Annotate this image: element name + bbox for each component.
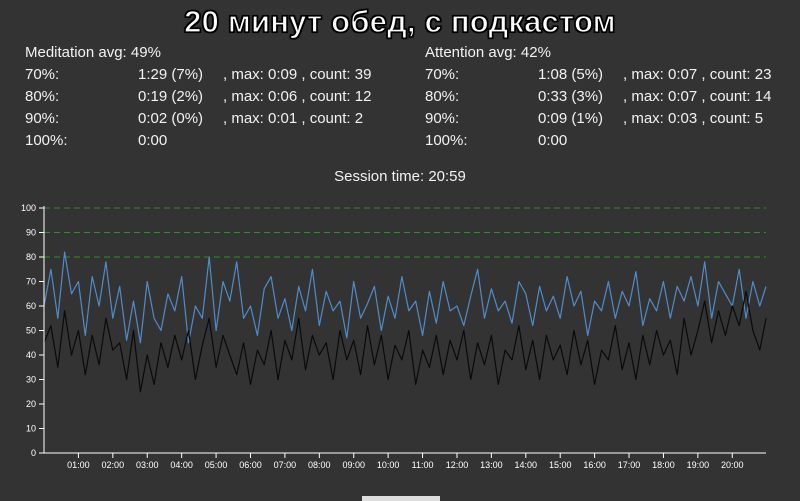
row-label: 80%: (25, 88, 60, 105)
x-tick-label: 15:00 (549, 460, 572, 470)
row-label: 90%: (25, 110, 60, 127)
y-tick-label: 20 (26, 399, 36, 409)
y-tick-label: 80 (26, 252, 36, 262)
row-time: 1:08 (5%) (538, 66, 604, 83)
row-time: 0:33 (3%) (538, 88, 604, 105)
x-tick-label: 20:00 (721, 460, 744, 470)
row-label: 100%: (25, 132, 68, 149)
row-time: 0:00 (138, 132, 168, 149)
series-line (43, 251, 767, 344)
row-extra: , max: 0:07 , count: 14 (623, 88, 772, 105)
session-time: Session time: 20:59 (334, 168, 466, 185)
attention-avg: Attention avg: 42% (425, 44, 551, 61)
x-tick-label: 04:00 (170, 460, 193, 470)
bottom-tab[interactable] (362, 496, 440, 501)
y-tick-label: 70 (26, 277, 36, 287)
row-extra: , max: 0:06 , count: 12 (223, 88, 372, 105)
y-tick-label: 100 (21, 203, 36, 213)
x-tick-label: 02:00 (102, 460, 125, 470)
row-time: 0:00 (538, 132, 568, 149)
x-tick-label: 11:00 (412, 460, 434, 470)
y-tick-label: 40 (26, 350, 36, 360)
y-tick-label: 50 (26, 326, 36, 336)
row-label: 70%: (25, 66, 60, 83)
x-tick-label: 07:00 (274, 460, 297, 470)
row-label: 90%: (425, 110, 460, 127)
x-tick-label: 16:00 (583, 460, 606, 470)
session-chart: 0 10 20 30 40 50 60 70 80 90 100 01:00 02:00 03:00 04:… (21, 203, 767, 470)
x-tick-label: 19:00 (687, 460, 710, 470)
y-tick-label: 30 (26, 375, 36, 385)
row-time: 0:02 (0%) (138, 110, 204, 127)
x-tick-label: 03:00 (136, 460, 159, 470)
x-tick-label: 17:00 (618, 460, 641, 470)
x-tick-label: 18:00 (652, 460, 675, 470)
row-label: 100%: (425, 132, 468, 149)
row-label: 80%: (425, 88, 460, 105)
row-extra: , max: 0:07 , count: 23 (623, 66, 772, 83)
row-time: 0:19 (2%) (138, 88, 204, 105)
row-extra: , max: 0:01 , count: 2 (223, 110, 364, 127)
y-tick-label: 0 (31, 448, 36, 458)
y-tick-label: 10 (26, 424, 36, 434)
row-extra: , max: 0:03 , count: 5 (623, 110, 764, 127)
y-tick-label: 60 (26, 301, 36, 311)
x-tick-label: 10:00 (377, 460, 400, 470)
y-tick-label: 90 (26, 228, 36, 238)
x-tick-label: 14:00 (515, 460, 538, 470)
x-tick-label: 08:00 (308, 460, 331, 470)
row-time: 1:29 (7%) (138, 66, 204, 83)
series-line (43, 290, 767, 393)
page-title: 20 минут обед, с подкастом (184, 3, 617, 39)
x-tick-label: 09:00 (342, 460, 365, 470)
x-tick-label: 06:00 (239, 460, 262, 470)
x-tick-label: 13:00 (480, 460, 503, 470)
x-tick-label: 05:00 (205, 460, 228, 470)
row-time: 0:09 (1%) (538, 110, 604, 127)
meditation-avg: Meditation avg: 49% (25, 44, 161, 61)
row-extra: , max: 0:09 , count: 39 (223, 66, 372, 83)
row-label: 70%: (425, 66, 460, 83)
x-tick-label: 01:00 (67, 460, 90, 470)
x-tick-label: 12:00 (446, 460, 469, 470)
